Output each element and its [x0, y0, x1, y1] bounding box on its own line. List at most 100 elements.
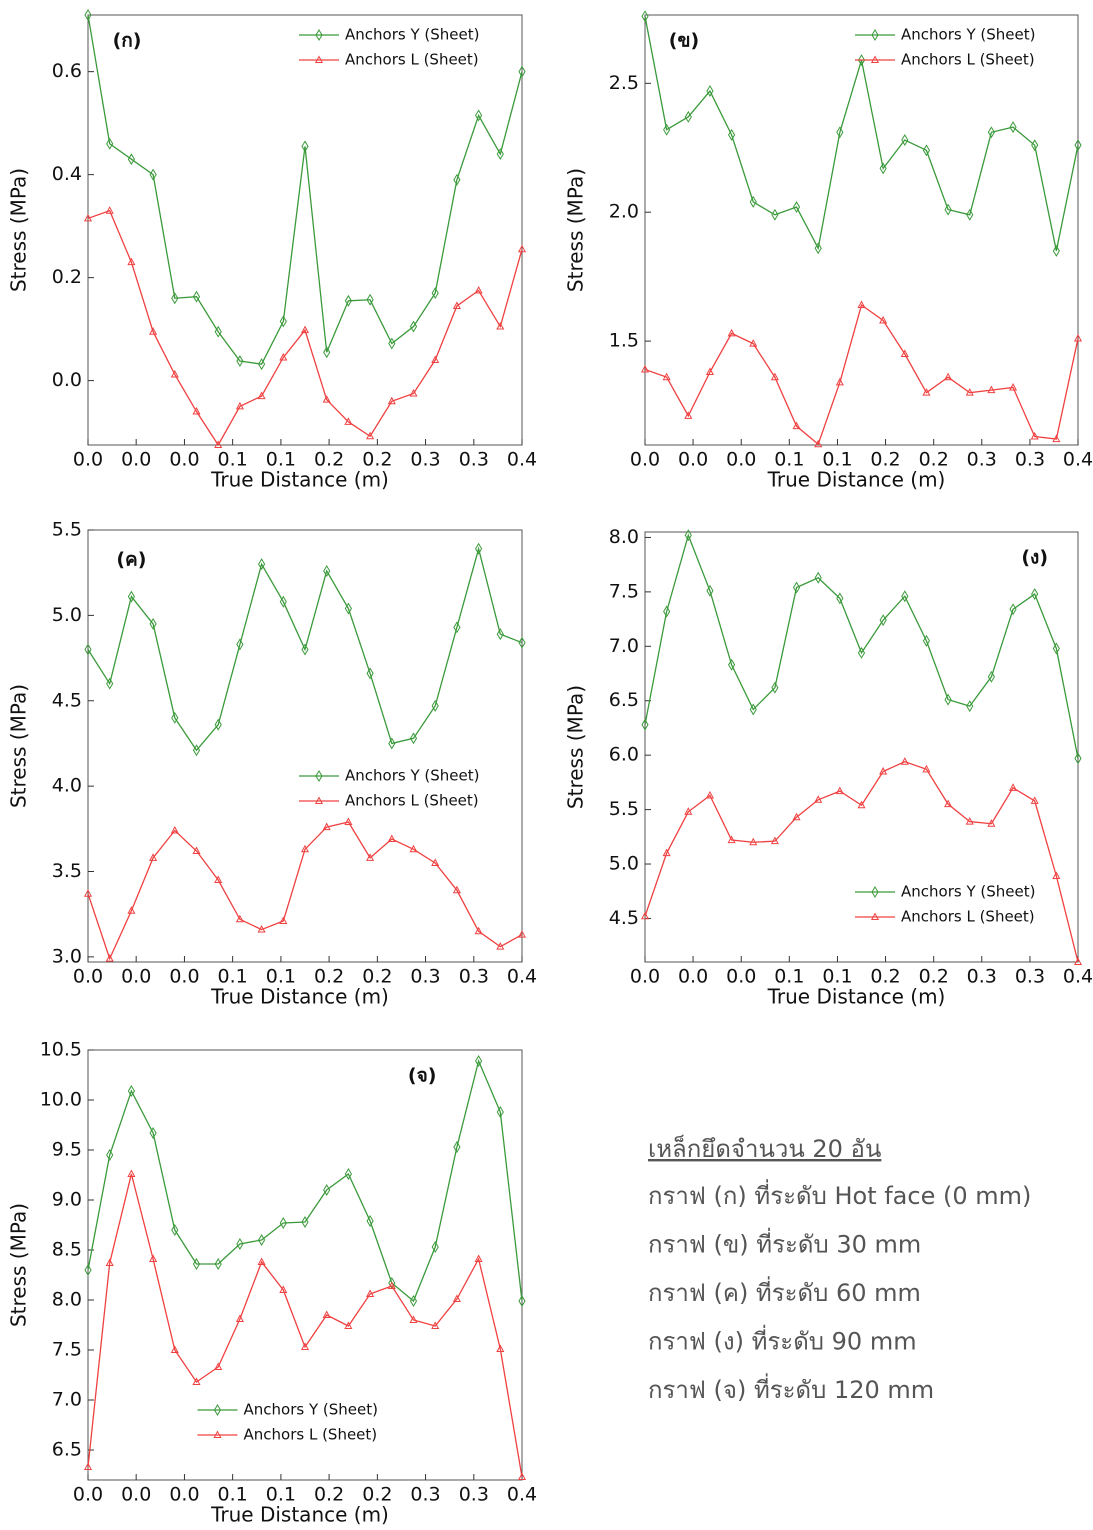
- data-point: [641, 718, 649, 731]
- data-point: [453, 1141, 461, 1153]
- x-tick-label: 0.0: [121, 1484, 151, 1506]
- panel-label: (จ): [408, 1064, 437, 1086]
- data-point: [814, 439, 823, 448]
- data-point: [257, 924, 266, 933]
- x-axis-label: True Distance (m): [767, 468, 946, 492]
- data-point: [300, 325, 310, 334]
- y-tick-label: 7.5: [52, 1339, 82, 1361]
- data-point: [684, 807, 693, 815]
- data-point: [662, 372, 671, 381]
- data-point: [987, 819, 996, 827]
- data-point: [1009, 783, 1018, 791]
- data-point: [770, 836, 779, 845]
- data-point: [705, 790, 714, 799]
- data-point: [749, 703, 757, 716]
- data-point: [727, 835, 736, 844]
- data-point: [836, 592, 844, 605]
- data-point: [301, 140, 309, 153]
- data-point: [366, 667, 374, 680]
- data-point: [944, 372, 953, 381]
- data-point: [641, 10, 649, 23]
- data-point: [431, 699, 439, 712]
- legend-label: Anchors L (Sheet): [901, 908, 1035, 926]
- legend-label: Anchors L (Sheet): [345, 792, 479, 810]
- y-tick-label: 0.2: [52, 266, 82, 288]
- x-tick-label: 0.0: [73, 449, 103, 471]
- data-point: [84, 1264, 92, 1276]
- data-point: [922, 764, 931, 773]
- x-tick-label: 0.0: [678, 449, 708, 471]
- y-tick-label: 8.0: [52, 1289, 82, 1311]
- y-tick-label: 7.5: [609, 580, 639, 602]
- data-point: [662, 848, 671, 857]
- y-tick-label: 0.4: [52, 163, 82, 185]
- data-point: [814, 242, 822, 255]
- x-axis-label: True Distance (m): [767, 985, 946, 1009]
- data-point: [236, 638, 244, 651]
- data-point: [857, 646, 866, 659]
- x-tick-label: 0.2: [314, 449, 344, 471]
- data-point: [214, 440, 223, 448]
- x-tick-label: 0.4: [507, 1484, 537, 1506]
- notes-line: กราฟ (ง) ที่ระดับ 90 mm: [648, 1325, 917, 1356]
- legend-label: Anchors Y (Sheet): [901, 26, 1035, 44]
- y-tick-label: 8.5: [52, 1239, 82, 1261]
- data-point: [84, 643, 92, 656]
- x-tick-label: 0.0: [726, 449, 756, 471]
- x-tick-label: 0.4: [507, 449, 537, 471]
- data-point: [214, 1362, 223, 1370]
- y-tick-label: 2.5: [609, 72, 639, 94]
- data-point: [814, 571, 822, 584]
- data-point: [127, 1169, 136, 1177]
- data-point: [323, 1184, 331, 1196]
- data-point: [344, 817, 353, 825]
- y-tick-label: 3.0: [52, 945, 82, 967]
- y-tick-label: 8.0: [609, 526, 639, 548]
- legend-marker: [213, 1430, 222, 1438]
- data-point: [749, 339, 758, 347]
- data-point: [1030, 431, 1039, 440]
- x-tick-label: 0.3: [1015, 449, 1045, 471]
- data-point: [475, 1055, 483, 1067]
- x-tick-label: 0.2: [314, 1484, 344, 1506]
- data-point: [366, 293, 374, 306]
- data-point: [684, 529, 692, 542]
- data-point: [409, 1315, 418, 1323]
- data-point: [409, 320, 418, 333]
- data-point: [900, 757, 909, 765]
- data-point: [192, 846, 201, 855]
- y-tick-label: 4.5: [52, 689, 82, 711]
- notes-line: กราฟ (ข) ที่ระดับ 30 mm: [648, 1228, 921, 1259]
- data-point: [214, 325, 222, 338]
- notes-line: กราฟ (ก) ที่ระดับ Hot face (0 mm): [648, 1179, 1031, 1210]
- data-point: [879, 315, 888, 324]
- data-point: [236, 1238, 244, 1250]
- y-tick-label: 1.5: [609, 330, 639, 352]
- x-tick-label: 0.3: [459, 1484, 489, 1506]
- data-point: [453, 621, 461, 634]
- x-tick-label: 0.0: [678, 966, 708, 988]
- y-tick-label: 0.0: [52, 369, 82, 391]
- data-point: [300, 844, 310, 853]
- series-line: [88, 15, 522, 365]
- data-point: [966, 208, 974, 221]
- data-point: [879, 162, 887, 175]
- data-point: [235, 1314, 244, 1322]
- y-tick-label: 5.0: [609, 853, 639, 875]
- data-point: [366, 1215, 374, 1227]
- x-tick-label: 0.1: [266, 966, 296, 988]
- series-line: [88, 821, 522, 961]
- data-point: [814, 795, 823, 803]
- data-point: [857, 800, 866, 809]
- data-point: [192, 406, 201, 415]
- data-point: [518, 65, 526, 78]
- x-tick-label: 0.0: [73, 1484, 103, 1506]
- data-point: [344, 602, 352, 615]
- x-tick-label: 0.1: [774, 966, 804, 988]
- legend-label: Anchors Y (Sheet): [244, 1401, 378, 1419]
- data-point: [192, 1377, 201, 1385]
- x-tick-label: 0.0: [121, 449, 151, 471]
- x-tick-label: 0.2: [870, 449, 900, 471]
- y-tick-label: 4.0: [52, 775, 82, 797]
- legend-label: Anchors Y (Sheet): [901, 883, 1035, 901]
